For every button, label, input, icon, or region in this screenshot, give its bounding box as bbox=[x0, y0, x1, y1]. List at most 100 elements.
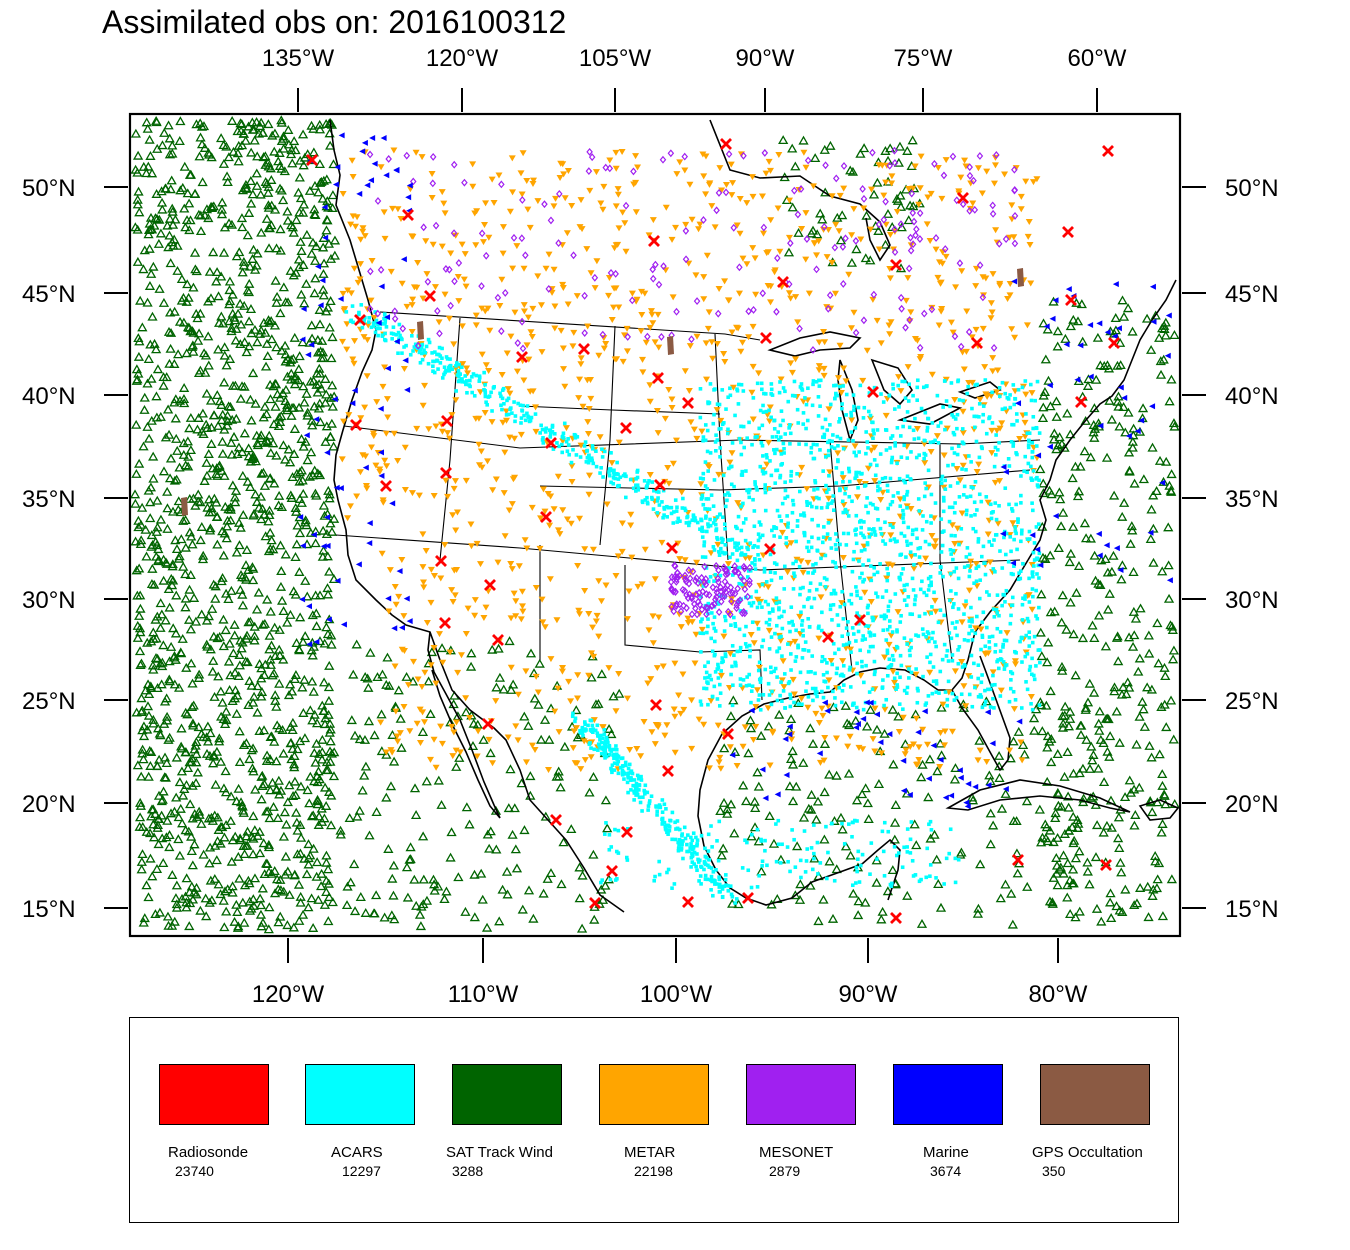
sat-wind-marker bbox=[165, 453, 177, 463]
acars-marker bbox=[872, 633, 877, 637]
metar-marker bbox=[1017, 193, 1025, 200]
metar-marker bbox=[556, 531, 564, 538]
metar-marker bbox=[1011, 658, 1019, 665]
acars-marker bbox=[909, 645, 913, 650]
metar-marker bbox=[592, 618, 600, 625]
metar-marker bbox=[476, 389, 484, 396]
metar-marker bbox=[727, 161, 735, 168]
sat-wind-marker bbox=[313, 766, 324, 776]
metar-marker bbox=[857, 236, 865, 243]
sat-wind-marker bbox=[188, 593, 200, 602]
acars-marker bbox=[912, 437, 917, 441]
sat-wind-marker bbox=[1115, 857, 1126, 867]
acars-marker bbox=[1032, 564, 1036, 568]
acars-marker bbox=[827, 473, 831, 478]
sat-wind-marker bbox=[974, 735, 985, 745]
acars-marker bbox=[774, 562, 779, 567]
sat-wind-marker bbox=[1064, 557, 1075, 567]
sat-wind-marker bbox=[169, 475, 181, 485]
sat-wind-marker bbox=[268, 419, 280, 429]
sat-wind-marker bbox=[158, 640, 169, 650]
sat-wind-marker bbox=[215, 756, 226, 766]
sat-wind-marker bbox=[185, 215, 196, 225]
acars-marker bbox=[698, 387, 703, 391]
sat-wind-marker bbox=[164, 213, 176, 223]
acars-marker bbox=[1037, 431, 1042, 435]
sat-wind-marker bbox=[241, 831, 252, 841]
sat-wind-marker bbox=[985, 839, 996, 849]
metar-marker bbox=[736, 196, 744, 203]
metar-marker bbox=[559, 438, 567, 445]
acars-marker bbox=[1037, 605, 1041, 610]
acars-marker bbox=[752, 509, 757, 513]
acars-marker bbox=[872, 572, 876, 577]
acars-marker bbox=[1001, 660, 1006, 664]
sat-wind-marker bbox=[224, 285, 235, 295]
acars-marker bbox=[965, 546, 970, 550]
acars-marker bbox=[857, 470, 861, 475]
sat-wind-marker bbox=[198, 550, 209, 560]
acars-marker bbox=[835, 538, 840, 543]
sat-wind-marker bbox=[214, 733, 225, 743]
sat-wind-marker bbox=[261, 755, 273, 765]
metar-marker bbox=[570, 329, 578, 336]
metar-marker bbox=[914, 761, 922, 768]
acars-marker bbox=[1030, 571, 1035, 576]
acars-marker bbox=[885, 648, 890, 653]
acars-marker bbox=[969, 675, 974, 679]
metar-marker bbox=[739, 255, 747, 262]
metar-marker bbox=[882, 179, 890, 186]
sat-wind-marker bbox=[163, 120, 174, 130]
sat-wind-marker bbox=[289, 869, 300, 879]
acars-marker bbox=[873, 473, 878, 478]
metar-marker bbox=[775, 152, 783, 159]
acars-marker bbox=[742, 445, 747, 450]
sat-wind-marker bbox=[571, 705, 582, 715]
sat-wind-marker bbox=[193, 328, 205, 338]
sat-wind-marker bbox=[221, 141, 232, 151]
sat-wind-marker bbox=[224, 354, 236, 363]
acars-marker bbox=[745, 575, 750, 579]
metar-marker bbox=[508, 155, 516, 162]
metar-marker bbox=[534, 689, 542, 696]
sat-wind-marker bbox=[269, 128, 281, 138]
metar-marker bbox=[409, 296, 417, 303]
sat-wind-marker bbox=[321, 757, 333, 767]
acars-marker bbox=[818, 378, 823, 383]
sat-wind-marker bbox=[213, 671, 224, 681]
sat-wind-marker bbox=[819, 144, 830, 154]
sat-wind-marker bbox=[318, 258, 330, 268]
sat-wind-marker bbox=[1157, 566, 1168, 576]
acars-marker bbox=[972, 500, 977, 505]
metar-marker bbox=[554, 685, 562, 692]
sat-wind-marker bbox=[179, 161, 190, 171]
sat-wind-marker bbox=[842, 718, 853, 728]
acars-marker bbox=[915, 398, 919, 402]
sat-wind-marker bbox=[923, 792, 934, 802]
sat-wind-marker bbox=[584, 787, 595, 797]
sat-wind-marker bbox=[325, 253, 337, 263]
sat-wind-marker bbox=[296, 497, 307, 507]
acars-marker bbox=[1011, 689, 1016, 694]
metar-marker bbox=[425, 426, 433, 433]
acars-marker bbox=[1029, 672, 1034, 677]
sat-wind-marker bbox=[994, 773, 1005, 782]
sat-wind-marker bbox=[149, 338, 160, 348]
sat-wind-marker bbox=[860, 897, 871, 907]
acars-marker bbox=[737, 382, 741, 387]
metar-marker bbox=[1026, 242, 1034, 249]
sat-wind-marker bbox=[165, 327, 177, 337]
metar-marker bbox=[437, 723, 445, 730]
sat-wind-marker bbox=[1093, 718, 1104, 728]
sat-wind-marker bbox=[158, 372, 169, 382]
acars-marker bbox=[723, 652, 728, 656]
sat-wind-marker bbox=[320, 374, 331, 383]
sat-wind-marker bbox=[787, 759, 799, 769]
sat-wind-marker bbox=[134, 812, 146, 822]
acars-marker bbox=[981, 404, 986, 408]
metar-marker bbox=[454, 273, 462, 280]
sat-wind-marker bbox=[289, 379, 301, 389]
sat-wind-marker bbox=[183, 198, 195, 208]
acars-marker bbox=[808, 501, 812, 506]
map-title: Assimilated obs on: 2016100312 bbox=[102, 4, 567, 40]
